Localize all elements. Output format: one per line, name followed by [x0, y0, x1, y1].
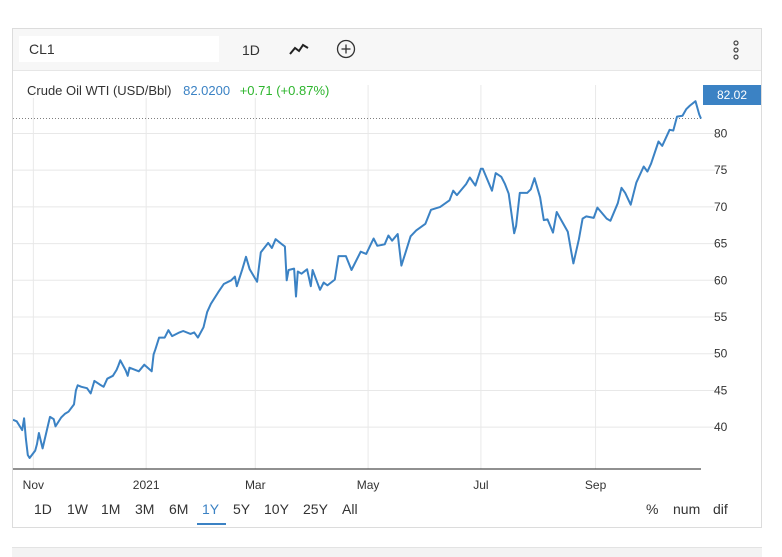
line-chart-icon[interactable]: [289, 41, 309, 57]
mode-button-percent[interactable]: %: [646, 501, 659, 517]
range-button-25y[interactable]: 25Y: [303, 501, 328, 517]
chart-toolbar: 1D: [13, 29, 761, 71]
range-button-3m[interactable]: 3M: [135, 501, 155, 517]
y-tick-label: 40: [714, 420, 728, 434]
range-button-1w[interactable]: 1W: [67, 501, 88, 517]
range-button-1m[interactable]: 1M: [101, 501, 121, 517]
x-tick-label: Mar: [245, 478, 266, 492]
cropped-header-text: [420, 0, 700, 4]
range-button-1y[interactable]: 1Y: [202, 501, 220, 517]
range-button-10y[interactable]: 10Y: [264, 501, 289, 517]
y-tick-label: 70: [714, 200, 728, 214]
x-tick-label: May: [357, 478, 380, 492]
y-axis: 40 45 50 55 60 65 70 75 80: [714, 126, 728, 434]
vertical-ellipsis-icon[interactable]: [731, 39, 741, 61]
range-button-all[interactable]: All: [342, 501, 358, 517]
y-tick-label: 50: [714, 347, 728, 361]
y-tick-label: 60: [714, 273, 728, 287]
y-tick-label: 55: [714, 310, 728, 324]
cropped-header-glyphs: [420, 0, 700, 4]
price-chart[interactable]: 40 45 50 55 60 65 70 75 80 Nov 2021 Mar May Jul Sep: [13, 71, 761, 497]
range-button-1d[interactable]: 1D: [34, 501, 52, 517]
legend-price-change: +0.71 (+0.87%): [239, 83, 330, 98]
y-tick-label: 65: [714, 237, 728, 251]
plus-circle-icon[interactable]: [336, 39, 356, 59]
legend-series-name: Crude Oil WTI (USD/Bbl): [27, 83, 172, 98]
x-axis: Nov 2021 Mar May Jul Sep: [23, 478, 607, 492]
x-tick-label: Jul: [473, 478, 488, 492]
active-range-underline: [197, 523, 226, 525]
range-button-5y[interactable]: 5Y: [233, 501, 251, 517]
y-tick-label: 45: [714, 383, 728, 397]
range-button-6m[interactable]: 6M: [169, 501, 189, 517]
series-line-crude-oil: [13, 100, 702, 459]
chart-legend: Crude Oil WTI (USD/Bbl) 82.0200 +0.71 (+…: [23, 83, 334, 98]
next-panel-edge: [12, 547, 762, 557]
x-tick-label: 2021: [133, 478, 160, 492]
legend-last-price: 82.0200: [183, 83, 231, 98]
interval-selector[interactable]: 1D: [242, 42, 260, 58]
y-tick-label: 80: [714, 126, 728, 140]
symbol-input[interactable]: [19, 36, 219, 62]
x-tick-label: Sep: [585, 478, 607, 492]
last-price-tag: 82.02: [703, 85, 761, 105]
mode-button-num[interactable]: num: [673, 501, 701, 517]
range-selector: 1D 1W 1M 3M 6M 1Y 5Y 10Y 25Y All% num dif: [13, 497, 761, 527]
grid-lines: [13, 85, 715, 469]
mode-button-dif[interactable]: dif: [713, 501, 728, 517]
y-tick-label: 75: [714, 163, 728, 177]
x-tick-label: Nov: [23, 478, 44, 492]
chart-widget: 1D 40 45 50 55 60 65 70 75 80 Nov 2021 Mar May Jul Se…: [12, 28, 762, 528]
